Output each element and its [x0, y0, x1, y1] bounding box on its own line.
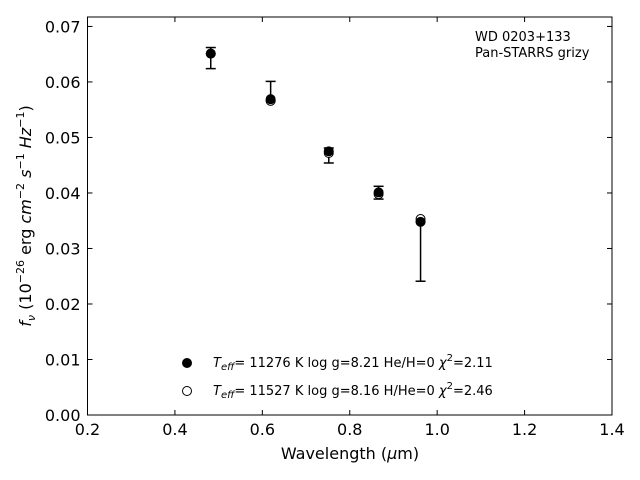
- model-point-filled: [265, 94, 276, 105]
- annotation: WD 0203+133 Pan-STARRS grizy: [475, 30, 590, 61]
- svg-text:fν (10−26 erg cm−2 s−1 Hz−1): fν (10−26 erg cm−2 s−1 Hz−1): [14, 105, 38, 326]
- legend-entry-1: Teff= 11276 K log g=8.21 He/H=0 χ2=2.11: [213, 353, 493, 373]
- y-axis-label: fν (10−26 erg cm−2 s−1 Hz−1): [14, 105, 38, 326]
- x-tick-label: 0.8: [337, 420, 362, 439]
- y-tick-label: 0.03: [45, 239, 81, 258]
- model-point-filled: [373, 187, 384, 198]
- legend-entry-2: Teff= 11527 K log g=8.16 H/He=0 χ2=2.46: [213, 381, 493, 401]
- x-axis-label: Wavelength (μm): [281, 444, 419, 463]
- x-tick-label: 0.2: [75, 420, 100, 439]
- y-tick-label: 0.01: [45, 350, 81, 369]
- model-point-filled: [205, 48, 216, 59]
- y-tick-label: 0.05: [45, 128, 81, 147]
- x-tick-label: 1.4: [599, 420, 624, 439]
- y-tick-label: 0.07: [45, 17, 81, 36]
- legend-marker-filled: [182, 358, 192, 368]
- x-tick-label: 0.4: [162, 420, 187, 439]
- axis-ticks: 0.2 0.4 0.6 0.8 1.0 1.2 1.4 0.00 0.01 0.02 0.03 0.0…: [45, 17, 625, 439]
- x-tick-label: 1.0: [424, 420, 449, 439]
- y-tick-label: 0.02: [45, 295, 81, 314]
- y-tick-label: 0.00: [45, 406, 81, 425]
- x-tick-label: 1.2: [512, 420, 537, 439]
- plot-marks: [205, 46, 426, 282]
- y-tick-label: 0.06: [45, 73, 81, 92]
- model-point-filled: [415, 216, 426, 227]
- x-tick-label: 0.6: [250, 420, 275, 439]
- y-tick-label: 0.04: [45, 184, 81, 203]
- legend-marker-open: [182, 386, 192, 396]
- annotation-line-survey: Pan-STARRS grizy: [475, 46, 590, 61]
- legend: Teff= 11276 K log g=8.21 He/H=0 χ2=2.11 …: [182, 353, 493, 401]
- model-point-filled: [323, 146, 334, 157]
- annotation-line-object: WD 0203+133: [475, 30, 571, 45]
